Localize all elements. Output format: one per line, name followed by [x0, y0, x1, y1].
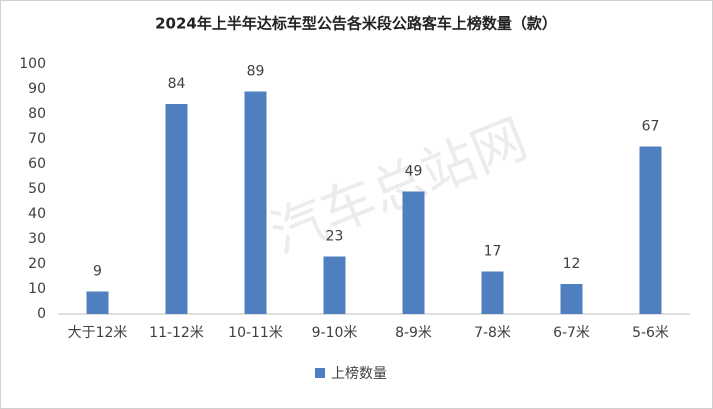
bar	[244, 91, 267, 314]
y-tick-label: 60	[28, 156, 46, 172]
data-label: 23	[326, 229, 344, 245]
y-tick-label: 20	[28, 256, 46, 272]
data-label: 84	[168, 76, 186, 92]
y-tick-label: 80	[28, 106, 46, 122]
bar	[165, 104, 188, 314]
chart-title: 2024年上半年达标车型公告各米段公路客车上榜数量（款）	[155, 15, 557, 33]
y-tick-label: 90	[28, 81, 46, 97]
x-tick-label: 8-9米	[395, 325, 432, 341]
x-tick-label: 9-10米	[312, 325, 358, 341]
y-tick-label: 50	[28, 181, 46, 197]
legend-swatch	[315, 368, 325, 378]
bar	[86, 291, 109, 314]
data-label: 9	[93, 264, 102, 280]
data-label: 49	[405, 164, 423, 180]
x-tick-label: 11-12米	[149, 325, 204, 341]
bar	[560, 284, 583, 314]
legend-label: 上榜数量	[331, 365, 387, 382]
y-tick-label: 40	[28, 206, 46, 222]
y-tick-label: 0	[37, 306, 46, 322]
y-tick-label: 100	[19, 56, 46, 72]
x-tick-label: 7-8米	[474, 325, 511, 341]
data-label: 12	[563, 256, 581, 272]
y-tick-label: 30	[28, 231, 46, 247]
bar	[481, 271, 504, 314]
x-tick-label: 大于12米	[68, 325, 128, 341]
x-tick-label: 10-11米	[228, 325, 283, 341]
bar	[323, 256, 346, 314]
y-tick-label: 70	[28, 131, 46, 147]
data-label: 67	[642, 119, 660, 135]
y-tick-label: 10	[28, 281, 46, 297]
x-tick-label: 5-6米	[632, 325, 669, 341]
data-label: 17	[484, 244, 502, 260]
bar	[639, 146, 662, 314]
bar	[402, 191, 425, 314]
x-tick-label: 6-7米	[553, 325, 590, 341]
data-label: 89	[247, 64, 265, 80]
